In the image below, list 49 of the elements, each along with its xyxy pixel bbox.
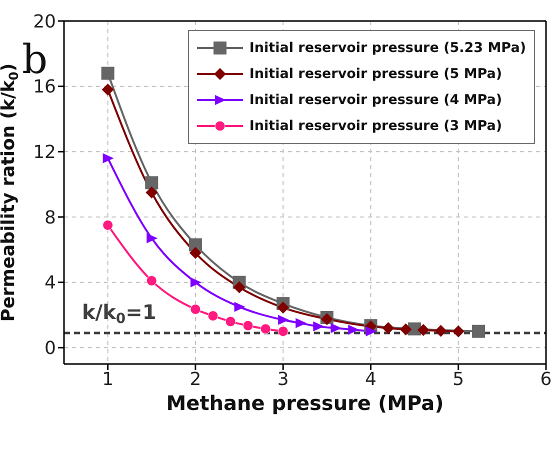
- y-tick-label: 12: [33, 142, 56, 164]
- y-tick-label: 20: [33, 11, 56, 32]
- point: [234, 302, 246, 312]
- point: [434, 324, 447, 337]
- point: [260, 324, 271, 334]
- point: [190, 304, 201, 315]
- legend-label: Initial reservoir pressure (5.23 MPa): [249, 40, 526, 56]
- point: [313, 321, 324, 332]
- point: [320, 313, 333, 326]
- point: [400, 323, 412, 336]
- point: [146, 275, 157, 286]
- ref-line-label: k/k$_{0}$=1: [82, 300, 156, 328]
- point: [366, 326, 377, 336]
- x-axis-title: Methane pressure (MPa): [166, 391, 444, 415]
- legend-label: Initial reservoir pressure (3 MPa): [249, 118, 502, 134]
- point: [296, 318, 307, 328]
- point: [101, 66, 114, 80]
- point: [277, 302, 290, 314]
- x-tick-label: 3: [277, 368, 289, 390]
- point: [190, 277, 202, 288]
- x-tick-label: 6: [540, 368, 552, 390]
- point: [145, 176, 158, 190]
- point: [472, 324, 486, 338]
- point: [452, 325, 464, 338]
- legend-label: Initial reservoir pressure (4 MPa): [249, 92, 502, 108]
- x-tick-label: 1: [102, 368, 114, 390]
- x-tick-label: 5: [452, 368, 464, 390]
- x-tick-label: 2: [190, 368, 202, 390]
- point: [225, 316, 236, 327]
- point: [417, 324, 430, 336]
- y-tick-label: 0: [44, 338, 56, 360]
- point: [233, 281, 246, 294]
- point: [102, 153, 114, 164]
- point: [102, 220, 114, 230]
- point: [146, 186, 158, 198]
- point: [242, 320, 254, 331]
- x-tick-label: 4: [365, 368, 376, 390]
- y-tick-label: 8: [44, 207, 56, 228]
- point: [382, 322, 394, 334]
- y-tick-label: 4: [44, 272, 56, 294]
- point: [102, 84, 114, 96]
- point: [348, 324, 360, 335]
- point: [330, 323, 342, 334]
- point: [146, 233, 158, 244]
- point: [278, 326, 288, 337]
- point: [208, 310, 218, 322]
- point: [189, 246, 202, 259]
- point: [278, 314, 290, 325]
- legend-label: Initial reservoir pressure (5 MPa): [249, 66, 502, 82]
